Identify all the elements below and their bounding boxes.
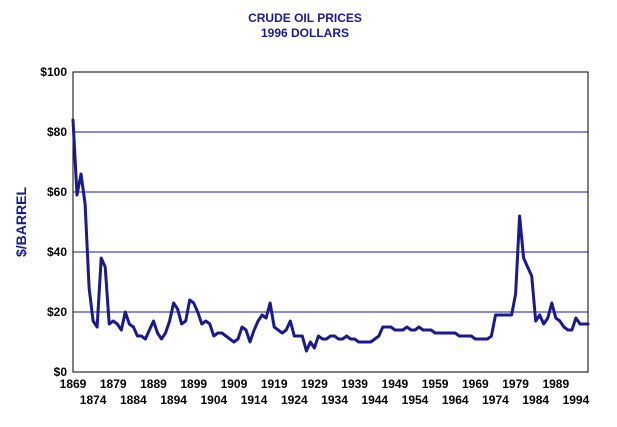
x-tick-label: 1909 bbox=[221, 377, 248, 391]
x-axis-ticks: 1869 1879 1889 1899 1909 1919 1929 1939 1949 1959… bbox=[60, 377, 590, 407]
x-tick-label: 1884 bbox=[120, 393, 147, 407]
x-tick-label: 1894 bbox=[160, 393, 187, 407]
x-tick-label: 1949 bbox=[382, 377, 409, 391]
x-tick-label: 1974 bbox=[482, 393, 509, 407]
x-tick-label: 1889 bbox=[140, 377, 167, 391]
y-tick-label: $40 bbox=[47, 245, 67, 259]
x-tick-label: 1874 bbox=[80, 393, 107, 407]
x-tick-label: 1954 bbox=[402, 393, 429, 407]
price-series-line bbox=[71, 118, 590, 353]
chart-subtitle: 1996 DOLLARS bbox=[261, 26, 349, 40]
y-tick-label: $0 bbox=[54, 365, 68, 379]
x-tick-label: 1899 bbox=[180, 377, 207, 391]
x-tick-label: 1964 bbox=[442, 393, 469, 407]
x-tick-label: 1939 bbox=[341, 377, 368, 391]
x-tick-label: 1869 bbox=[60, 377, 87, 391]
chart-title: CRUDE OIL PRICES bbox=[248, 11, 362, 25]
x-tick-label: 1959 bbox=[422, 377, 449, 391]
grid-lines bbox=[73, 131, 588, 313]
x-tick-label: 1994 bbox=[563, 393, 590, 407]
y-tick-label: $100 bbox=[40, 65, 67, 79]
x-tick-label: 1879 bbox=[100, 377, 127, 391]
y-axis-label: $/BARREL bbox=[13, 187, 29, 257]
x-tick-label: 1914 bbox=[241, 393, 268, 407]
x-tick-label: 1904 bbox=[200, 393, 227, 407]
x-tick-label: 1979 bbox=[502, 377, 529, 391]
x-tick-label: 1989 bbox=[542, 377, 569, 391]
series-group bbox=[71, 118, 590, 353]
plot-area bbox=[72, 71, 589, 373]
x-tick-label: 1934 bbox=[321, 393, 348, 407]
x-tick-label: 1984 bbox=[522, 393, 549, 407]
x-tick-label: 1919 bbox=[261, 377, 288, 391]
y-tick-label: $20 bbox=[47, 305, 67, 319]
x-tick-label: 1929 bbox=[301, 377, 328, 391]
x-tick-label: 1944 bbox=[361, 393, 388, 407]
x-tick-label: 1969 bbox=[462, 377, 489, 391]
y-tick-label: $60 bbox=[47, 185, 67, 199]
y-axis-ticks: $0 $20 $40 $60 $80 $100 bbox=[40, 65, 67, 379]
x-tick-label: 1924 bbox=[281, 393, 308, 407]
y-tick-label: $80 bbox=[47, 125, 67, 139]
